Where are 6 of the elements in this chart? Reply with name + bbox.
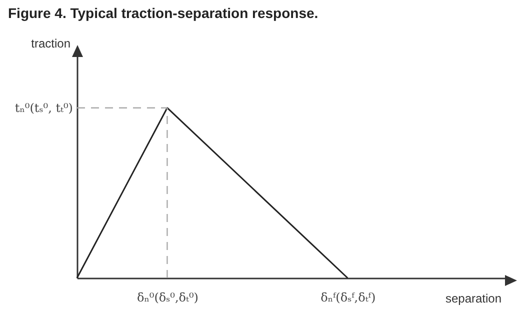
y-axis-title: traction [31,36,70,50]
x-tick-label: δₙᶠ(δₛᶠ,δₜᶠ) [320,290,376,304]
ref-line-label: tₙ⁰(tₛ⁰, tₜ⁰) [14,100,73,115]
chart-title: Figure 4. Typical traction-separation response. [8,5,318,21]
x-tick-label: δₙ⁰(δₛ⁰,δₜ⁰) [136,290,198,304]
x-axis-title: separation [445,292,502,306]
